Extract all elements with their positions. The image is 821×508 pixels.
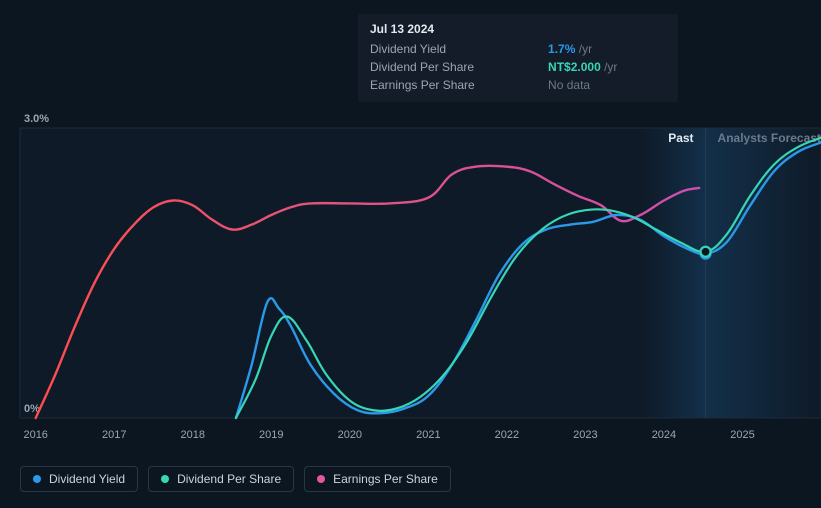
legend-item[interactable]: Dividend Yield bbox=[20, 466, 138, 492]
tooltip-value: 1.7% /yr bbox=[548, 40, 666, 58]
legend-label: Dividend Per Share bbox=[177, 472, 281, 486]
tooltip-key: Dividend Yield bbox=[370, 40, 548, 58]
x-tick-label: 2019 bbox=[259, 429, 283, 441]
x-tick-label: 2018 bbox=[181, 429, 205, 441]
x-tick-label: 2024 bbox=[652, 429, 676, 441]
tooltip-table: Dividend Yield1.7% /yrDividend Per Share… bbox=[370, 40, 666, 94]
legend-label: Earnings Per Share bbox=[333, 472, 438, 486]
tooltip-value: No data bbox=[548, 76, 666, 94]
x-tick-label: 2025 bbox=[730, 429, 754, 441]
tooltip-row: Dividend Per ShareNT$2.000 /yr bbox=[370, 58, 666, 76]
tooltip-key: Earnings Per Share bbox=[370, 76, 548, 94]
legend-dot-icon bbox=[161, 475, 169, 483]
chart-tooltip: Jul 13 2024 Dividend Yield1.7% /yrDivide… bbox=[358, 14, 678, 102]
x-tick-label: 2016 bbox=[23, 429, 47, 441]
x-tick-label: 2023 bbox=[573, 429, 597, 441]
tooltip-date: Jul 13 2024 bbox=[370, 22, 666, 36]
y-tick-label: 3.0% bbox=[24, 113, 49, 125]
x-tick-label: 2021 bbox=[416, 429, 440, 441]
tooltip-row: Dividend Yield1.7% /yr bbox=[370, 40, 666, 58]
legend-dot-icon bbox=[33, 475, 41, 483]
tooltip-key: Dividend Per Share bbox=[370, 58, 548, 76]
chart-container: PastAnalysts Forecasts0%3.0%201620172018… bbox=[0, 0, 821, 508]
x-tick-label: 2017 bbox=[102, 429, 126, 441]
tooltip-row: Earnings Per ShareNo data bbox=[370, 76, 666, 94]
chart-legend: Dividend Yield Dividend Per Share Earnings… bbox=[20, 466, 451, 492]
x-tick-label: 2020 bbox=[338, 429, 362, 441]
legend-item[interactable]: Dividend Per Share bbox=[148, 466, 294, 492]
legend-label: Dividend Yield bbox=[49, 472, 125, 486]
x-tick-label: 2022 bbox=[495, 429, 519, 441]
legend-item[interactable]: Earnings Per Share bbox=[304, 466, 451, 492]
legend-dot-icon bbox=[317, 475, 325, 483]
series-marker bbox=[701, 247, 711, 257]
tooltip-value: NT$2.000 /yr bbox=[548, 58, 666, 76]
region-label-past: Past bbox=[668, 131, 693, 145]
